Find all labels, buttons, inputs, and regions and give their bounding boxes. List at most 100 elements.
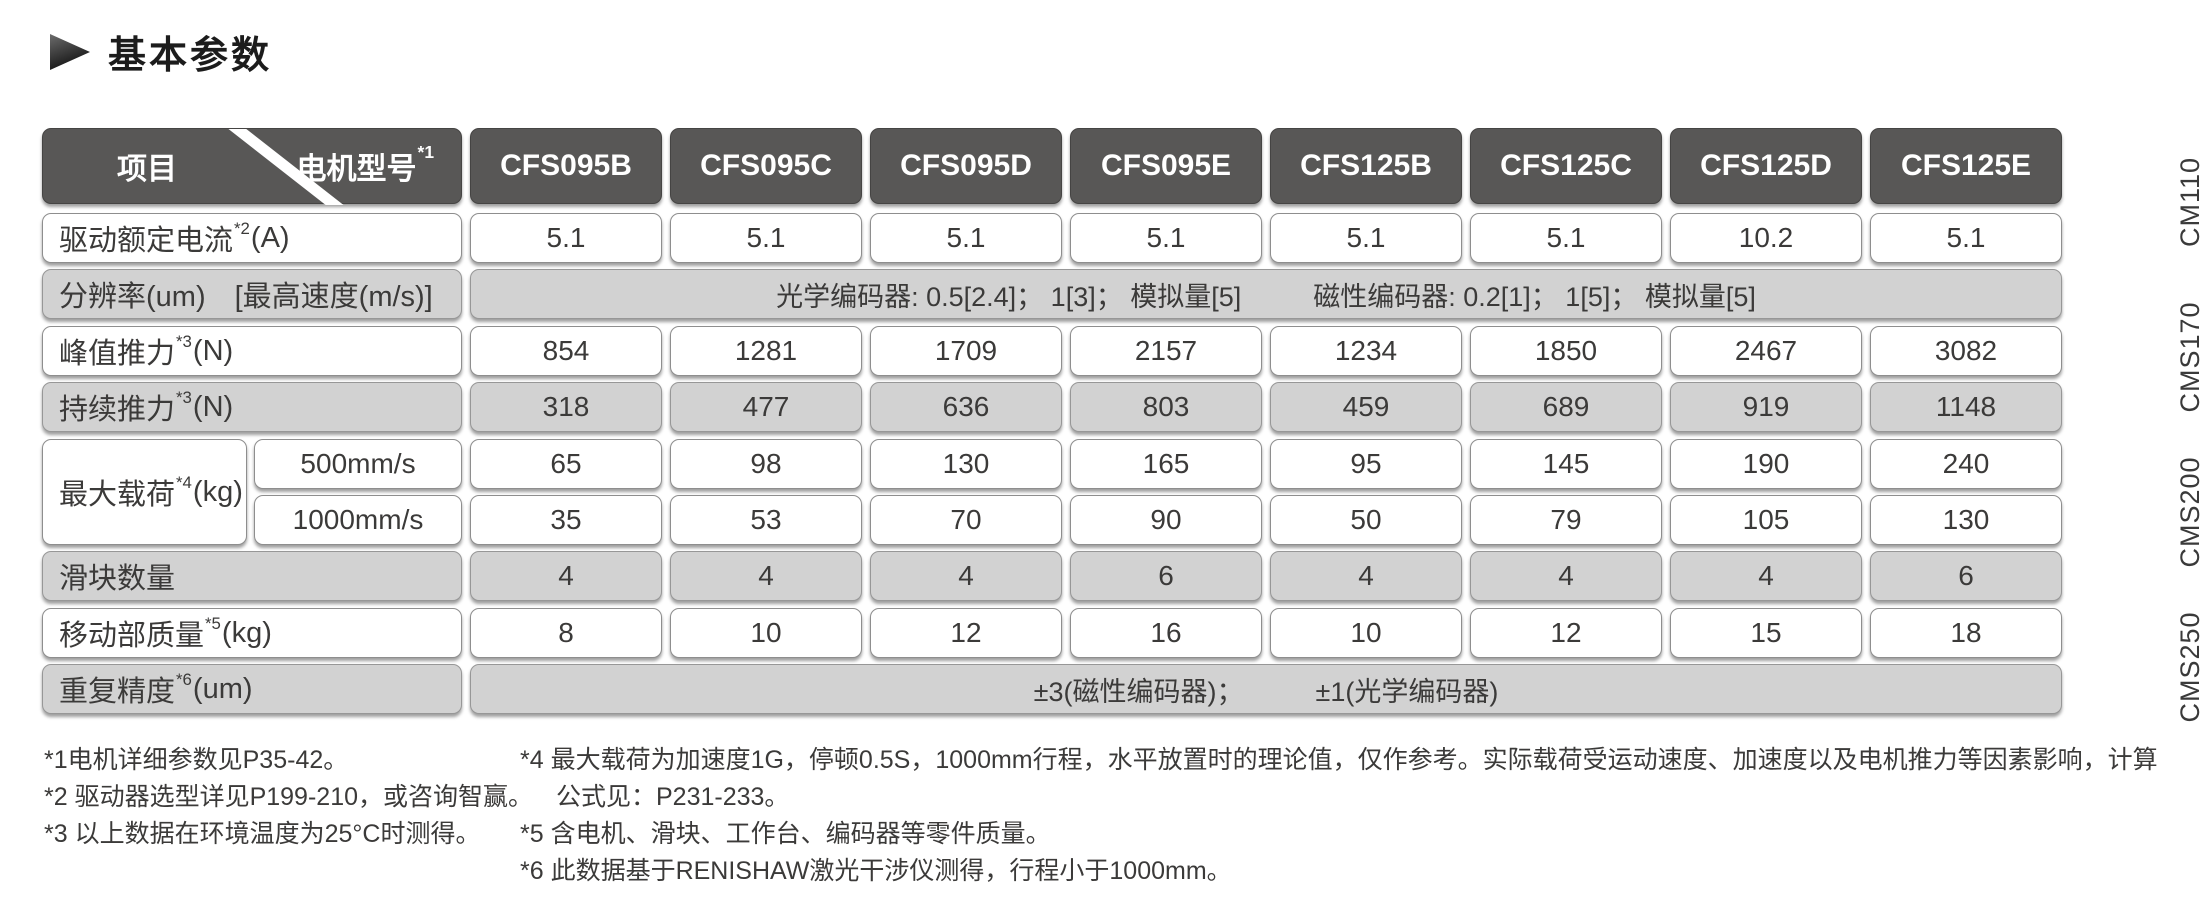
value-cell: 15 [1670,608,1862,658]
value-cell: 803 [1070,382,1262,432]
value-cell: 4 [1470,551,1662,601]
value-cell: 1148 [1870,382,2062,432]
value-cell: 4 [470,551,662,601]
value-cell: 4 [1670,551,1862,601]
value-cell: 6 [1070,551,1262,601]
value-cell: 8 [470,608,662,658]
value-cell: 65 [470,439,662,489]
value-cell: 35 [470,495,662,545]
row-label-cell: 驱动额定电流 *2 (A) [42,213,462,263]
model-header-cell: CFS095C [670,128,862,204]
row-label-cell: 峰值推力 *3 (N) [42,326,462,376]
model-header-cell: CFS125D [1670,128,1862,204]
value-cell: 4 [670,551,862,601]
value-cell: 1709 [870,326,1062,376]
value-cell: 5.1 [1070,213,1262,263]
section-header: 基本参数 [50,24,272,79]
value-cell: 919 [1670,382,1862,432]
value-cell: 10 [1270,608,1462,658]
merged-segment: ±3(磁性编码器)； [1033,676,1244,707]
value-cell: 130 [870,439,1062,489]
value-cell: 53 [670,495,862,545]
value-cell: 1850 [1470,326,1662,376]
value-cell: 165 [1070,439,1262,489]
value-cell: 16 [1070,608,1262,658]
speed-sublabel-cell: 1000mm/s [254,495,462,545]
footnote-line: *6 此数据基于RENISHAW激光干涉仪测得，行程小于1000mm。 [520,857,1232,885]
footnote-line: *2 驱动器选型详见P199-210，或咨询智赢。 [44,783,534,811]
value-cell: 10 [670,608,862,658]
row-label-cell: 滑块数量 [42,551,462,601]
footnote-line: *1电机详细参数见P35-42。 [44,746,349,774]
footnote-marker: *4 [176,472,192,492]
side-tab-cm110: CM110 [2174,156,2205,248]
value-cell: 12 [1470,608,1662,658]
footnote-marker: *1 [417,142,434,163]
merged-value-cell: 光学编码器: 0.5[2.4]； 1[3]； 模拟量[5] 磁性编码器: 0.2[… [470,269,2062,319]
corner-item-label: 项目 [117,153,177,186]
value-cell: 70 [870,495,1062,545]
footnote-marker: *2 [234,218,250,238]
model-header-cell: CFS125E [1870,128,2062,204]
merged-segment: ±1(光学编码器) [1315,676,1499,707]
footnote-line: 公式见：P231-233。 [556,783,790,811]
footnote-line: *4 最大载荷为加速度1G，停顿0.5S，1000mm行程，水平放置时的理论值，… [520,746,2158,774]
row-label-cell: 分辨率(um) [最高速度(m/s)] [42,269,462,319]
footnote-marker: *6 [176,669,192,689]
side-tab-cms250: CMS250 [2174,611,2205,723]
footnotes-right: *4 最大载荷为加速度1G，停顿0.5S，1000mm行程，水平放置时的理论值，… [520,742,2158,890]
value-cell: 5.1 [1270,213,1462,263]
value-cell: 3082 [1870,326,2062,376]
value-cell: 5.1 [1470,213,1662,263]
value-cell: 5.1 [1870,213,2062,263]
row-label-cell: 移动部质量 *5 (kg) [42,608,462,658]
model-header-cell: CFS125C [1470,128,1662,204]
value-cell: 90 [1070,495,1262,545]
value-cell: 6 [1870,551,2062,601]
value-cell: 1281 [670,326,862,376]
value-cell: 10.2 [1670,213,1862,263]
corner-model-text: 电机型号 [296,153,417,186]
value-cell: 477 [670,382,862,432]
value-cell: 105 [1670,495,1862,545]
merged-segment: 光学编码器: 0.5[2.4]； 1[3]； 模拟量[5] [776,281,1242,312]
value-cell: 95 [1270,439,1462,489]
speed-sublabel-cell: 500mm/s [254,439,462,489]
side-tab-cms170: CMS170 [2174,301,2205,413]
page-title: 基本参数 [108,35,273,77]
row-label-cell: 最大载荷 *4 (kg) [42,439,247,545]
value-cell: 12 [870,608,1062,658]
value-cell: 2157 [1070,326,1262,376]
value-cell: 4 [1270,551,1462,601]
value-cell: 130 [1870,495,2062,545]
value-cell: 79 [1470,495,1662,545]
value-cell: 459 [1270,382,1462,432]
footnote-line: *5 含电机、滑块、工作台、编码器等零件质量。 [520,820,1051,848]
value-cell: 689 [1470,382,1662,432]
footnotes-left: *1电机详细参数见P35-42。 *2 驱动器选型详见P199-210，或咨询智… [44,742,533,853]
value-cell: 190 [1670,439,1862,489]
value-cell: 854 [470,326,662,376]
value-cell: 2467 [1670,326,1862,376]
value-cell: 5.1 [670,213,862,263]
value-cell: 318 [470,382,662,432]
value-cell: 145 [1470,439,1662,489]
row-label-cell: 重复精度 *6 (um) [42,664,462,714]
merged-segment: 磁性编码器: 0.2[1]； 1[5]； 模拟量[5] [1313,281,1756,312]
value-cell: 636 [870,382,1062,432]
footnote-line: *3 以上数据在环境温度为25°C时测得。 [44,820,481,848]
merged-value-cell: ±3(磁性编码器)； ±1(光学编码器) [470,664,2062,714]
value-cell: 98 [670,439,862,489]
table-corner-cell: 项目 电机型号*1 [42,128,462,205]
model-header-cell: CFS095B [470,128,662,204]
corner-model-label: 电机型号*1 [296,142,435,188]
value-cell: 50 [1270,495,1462,545]
value-cell: 240 [1870,439,2062,489]
value-cell: 1234 [1270,326,1462,376]
model-header-cell: CFS125B [1270,128,1462,204]
footnote-marker: *3 [176,387,192,407]
side-tab-cms200: CMS200 [2174,456,2205,568]
model-header-cell: CFS095D [870,128,1062,204]
model-header-cell: CFS095E [1070,128,1262,204]
